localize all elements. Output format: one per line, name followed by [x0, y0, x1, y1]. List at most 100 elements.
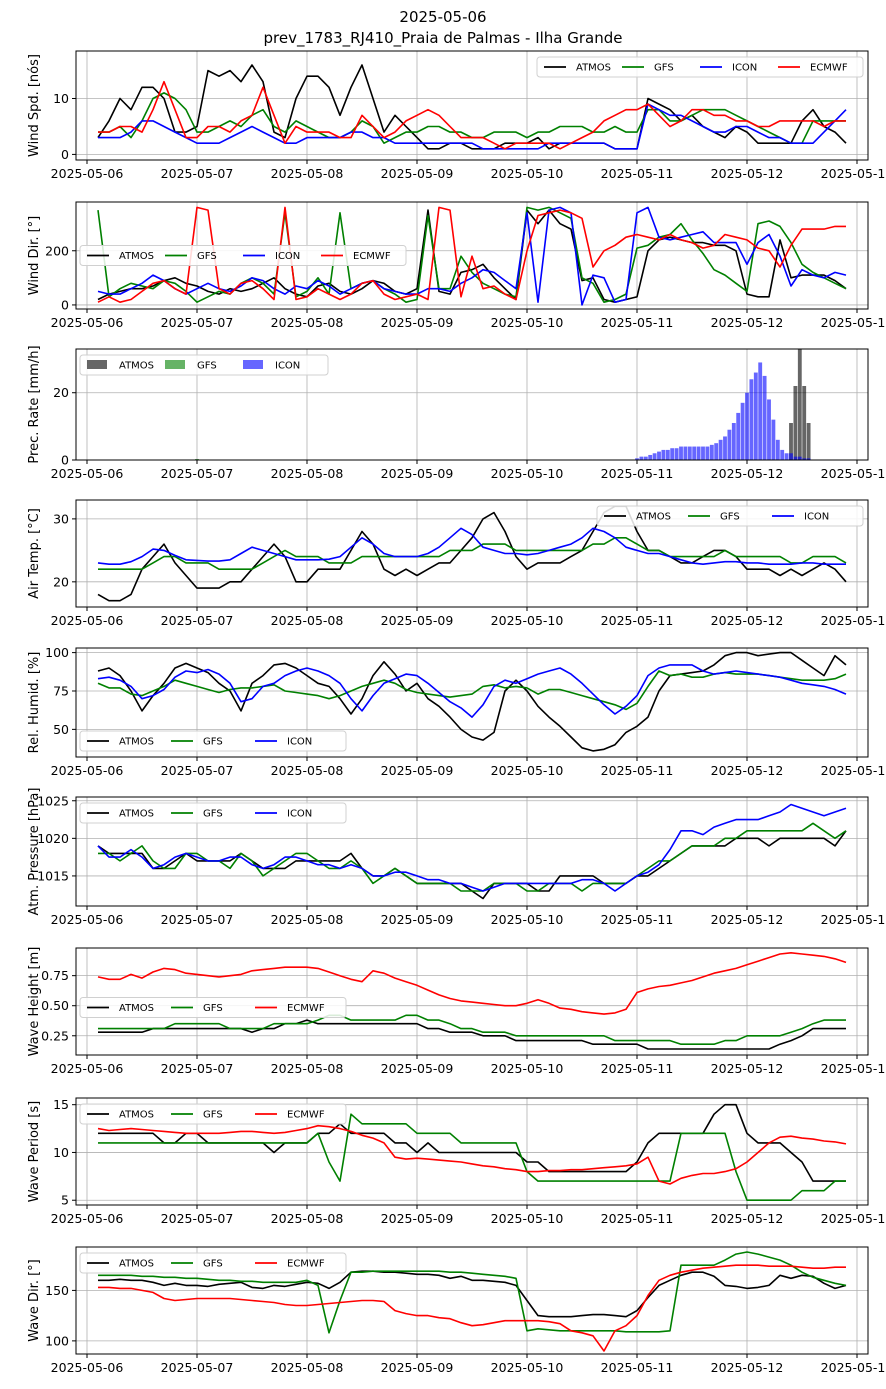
legend: ATMOS GFS ICON: [79, 354, 329, 376]
series-line-ecmwf: [97, 951, 847, 1015]
x-tick-label: 2025-05-11: [601, 1360, 674, 1375]
legend-label: GFS: [197, 251, 217, 262]
bar-atmos: [789, 423, 793, 460]
x-tick-label: 2025-05-12: [711, 1211, 784, 1226]
y-axis-label: Wave Period [s]: [27, 1101, 42, 1202]
x-tick-label: 2025-05-13: [821, 166, 886, 181]
series-line-gfs: [97, 206, 847, 304]
y-tick-label: 0.50: [41, 998, 69, 1013]
legend: ATMOS GFS ECMWF: [79, 1252, 347, 1274]
x-tick-label: 2025-05-09: [381, 466, 454, 481]
x-tick-label: 2025-05-09: [381, 912, 454, 927]
y-axis-label: Atm. Pressure [hPa]: [27, 788, 42, 916]
subplot-4: 2025-05-06 2025-05-07 2025-05-08 2025-05-09…: [27, 499, 886, 628]
bar-gfs: [195, 458, 199, 460]
y-tick-label: 20: [53, 574, 69, 589]
x-tick-label: 2025-05-12: [711, 1360, 784, 1375]
legend-label: ICON: [275, 251, 300, 262]
bar-icon: [718, 439, 723, 460]
legend-label: GFS: [203, 809, 223, 820]
x-tick-label: 2025-05-09: [381, 613, 454, 628]
series-group: [97, 803, 847, 900]
axes-frame: [75, 947, 869, 1056]
bar-icon: [705, 446, 710, 460]
bar-icon: [657, 451, 661, 460]
x-tick-label: 2025-05-07: [161, 613, 234, 628]
legend-label: GFS: [203, 1110, 223, 1121]
legend-label: GFS: [203, 1003, 223, 1014]
series-line-gfs: [98, 536, 847, 571]
bar-icon: [639, 456, 644, 460]
legend-label: ATMOS: [636, 512, 671, 523]
bar-icon: [780, 449, 785, 460]
series-line-icon: [97, 803, 847, 892]
series-line-gfs: [97, 670, 847, 711]
x-tick-label: 2025-05-06: [51, 912, 124, 927]
series-group: [97, 505, 847, 602]
x-tick-label: 2025-05-11: [601, 315, 674, 330]
axes-frame: [75, 348, 869, 461]
y-tick-label: 1020: [37, 831, 69, 846]
subplot-5: 2025-05-06 2025-05-07 2025-05-08 2025-05-09…: [27, 645, 886, 778]
x-tick-label: 2025-05-11: [601, 1061, 674, 1076]
legend-box: [596, 505, 864, 527]
x-tick-label: 2025-05-10: [491, 315, 564, 330]
y-axis-label: Wave Height [m]: [27, 947, 42, 1057]
series-line-atmos: [97, 651, 847, 752]
subplot-2: 2025-05-06 2025-05-07 2025-05-08 2025-05-09…: [27, 201, 886, 330]
bar-icon: [749, 379, 754, 460]
y-tick-label: 0: [61, 297, 69, 312]
subplot-6: 2025-05-06 2025-05-07 2025-05-08 2025-05-09…: [27, 788, 886, 927]
y-tick-label: 1015: [37, 868, 69, 883]
x-tick-label: 2025-05-09: [381, 763, 454, 778]
series-group: [97, 206, 847, 306]
subplot-9: 2025-05-06 2025-05-07 2025-05-08 2025-05-09…: [27, 1246, 886, 1375]
bar-icon: [740, 402, 745, 460]
bar-icon: [762, 375, 767, 460]
x-tick-label: 2025-05-08: [271, 912, 344, 927]
series-line-ecmwf: [97, 1124, 847, 1185]
x-tick-label: 2025-05-08: [271, 1061, 344, 1076]
axes-frame: [75, 201, 869, 310]
axes-frame: [75, 1246, 869, 1355]
bar-icon: [643, 456, 648, 460]
bar-icon: [753, 372, 758, 460]
x-tick-label: 2025-05-07: [161, 1360, 234, 1375]
x-tick-label: 2025-05-06: [51, 166, 124, 181]
bar-icon: [714, 443, 719, 460]
subplot-1: 2025-05-06 2025-05-07 2025-05-08 2025-05-09…: [27, 50, 886, 181]
bar-icon: [758, 362, 763, 460]
bar-icon: [727, 429, 732, 460]
bar-icon: [784, 453, 789, 460]
y-axis-label: Prec. Rate [mm/h]: [27, 345, 42, 463]
axes-frame: [75, 50, 869, 161]
series-line-gfs: [98, 1251, 847, 1334]
bar-icon: [652, 453, 657, 460]
x-tick-label: 2025-05-09: [381, 1061, 454, 1076]
axes-frame: [75, 796, 869, 907]
series-line-atmos: [98, 1019, 846, 1050]
x-tick-label: 2025-05-12: [711, 912, 784, 927]
x-tick-label: 2025-05-08: [271, 315, 344, 330]
x-tick-label: 2025-05-12: [711, 613, 784, 628]
legend-label: GFS: [197, 361, 217, 372]
x-tick-label: 2025-05-07: [161, 763, 234, 778]
bar-icon: [802, 458, 807, 460]
y-tick-label: 5: [61, 1193, 69, 1208]
x-tick-label: 2025-05-10: [491, 466, 564, 481]
legend-label: ECMWF: [810, 63, 848, 74]
series-line-ecmwf: [98, 80, 846, 150]
legend-label: ATMOS: [119, 251, 154, 262]
legend: ATMOS GFS ICON ECMWF: [536, 56, 864, 78]
x-tick-label: 2025-05-13: [821, 1211, 886, 1226]
legend: ATMOS GFS ECMWF: [79, 1103, 347, 1125]
x-tick-label: 2025-05-10: [491, 1061, 564, 1076]
series-line-icon: [97, 206, 847, 306]
x-tick-label: 2025-05-06: [51, 763, 124, 778]
x-tick-label: 2025-05-13: [821, 1061, 886, 1076]
x-tick-label: 2025-05-06: [51, 466, 124, 481]
bar-icon: [806, 458, 811, 460]
series-line-ecmwf: [97, 206, 846, 304]
